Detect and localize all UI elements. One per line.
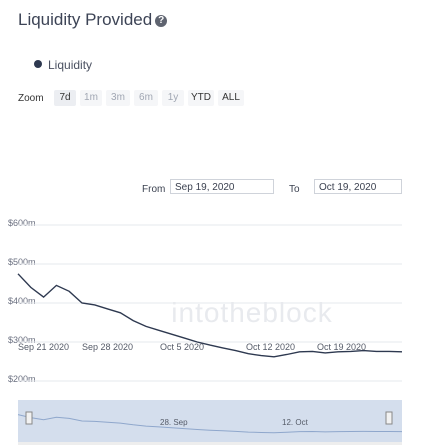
y-tick-label: $300m	[8, 335, 36, 345]
legend-marker	[34, 60, 42, 68]
zoom-label: Zoom	[18, 93, 44, 104]
legend-label: Liquidity	[48, 58, 93, 72]
zoom-button-1y[interactable]: 1y	[162, 90, 184, 106]
navigator-series-line	[17, 414, 403, 434]
y-tick-label: $400m	[8, 296, 36, 306]
navigator-right-handle[interactable]	[385, 411, 393, 425]
watermark: intotheblock	[171, 297, 332, 328]
range-to-input[interactable]: Oct 19, 2020	[314, 179, 402, 194]
zoom-button-6m[interactable]: 6m	[134, 90, 158, 106]
range-from-label: From	[142, 184, 166, 195]
navigator-label: 12. Oct	[282, 418, 309, 427]
y-tick-label: $200m	[8, 374, 36, 384]
zoom-button-7d[interactable]: 7d	[54, 90, 76, 106]
navigator-scrollbar[interactable]	[18, 442, 402, 445]
x-tick-label: Oct 12 2020	[246, 342, 296, 352]
y-tick-label: $600m	[8, 218, 36, 228]
legend-item[interactable]: Liquidity	[34, 58, 92, 72]
range-from-input[interactable]: Sep 19, 2020	[170, 179, 274, 194]
navigator-mask	[18, 400, 402, 442]
y-tick-label: $500m	[8, 257, 36, 267]
question-circle-icon[interactable]: ?	[155, 15, 168, 27]
chart-title: Liquidity Provided?	[18, 10, 168, 30]
liquidity-series-line[interactable]	[17, 273, 403, 358]
navigator[interactable]	[17, 400, 403, 445]
range-to-label: To	[289, 184, 300, 195]
navigator-left-handle[interactable]	[25, 411, 33, 425]
zoom-button-3m[interactable]: 3m	[106, 90, 130, 106]
x-tick-label: Oct 5 2020	[160, 342, 205, 352]
zoom-button-all[interactable]: ALL	[218, 90, 244, 106]
zoom-button-ytd[interactable]: YTD	[188, 90, 214, 106]
zoom-button-1m[interactable]: 1m	[80, 90, 102, 106]
x-tick-label: Sep 28 2020	[82, 342, 134, 352]
x-tick-label: Oct 19 2020	[317, 342, 367, 352]
navigator-label: 28. Sep	[160, 418, 188, 427]
x-tick-label: Sep 21 2020	[18, 342, 70, 352]
